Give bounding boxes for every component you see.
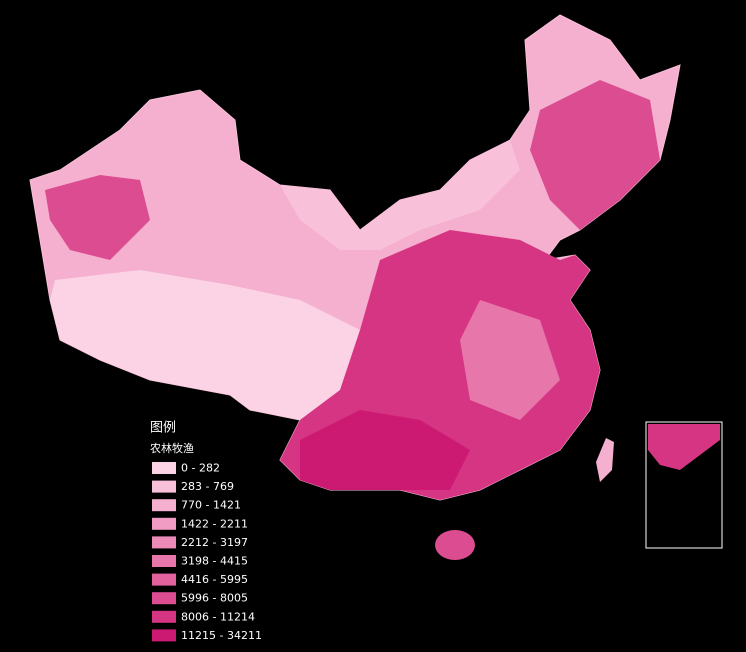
legend-swatch [152,592,176,605]
region-central-light [460,300,560,420]
legend-label: 0 - 282 [181,462,220,475]
legend-label: 770 - 1421 [181,499,241,512]
inset-land [648,424,720,470]
legend-label: 283 - 769 [181,480,234,493]
legend-swatch [152,499,176,512]
legend-swatch [152,462,176,474]
legend-label: 2212 - 3197 [181,536,248,549]
legend-title: 图例 [150,421,176,436]
legend-label: 11215 - 34211 [181,629,262,642]
map-shapes [29,14,723,560]
legend-swatch [152,480,176,493]
region-xinjiang-dark [45,175,150,260]
legend-items: 0 - 282 283 - 769 770 - 1421 1422 - 2211 221… [152,462,262,642]
legend-label: 5996 - 8005 [181,592,248,605]
legend-swatch [152,610,176,623]
legend-swatch [152,536,176,549]
hainan [435,530,475,560]
legend-swatch [152,629,176,642]
region-tibet [50,270,360,420]
legend-label: 8006 - 11214 [181,610,255,623]
region-south-dark [300,410,470,490]
region-inner-mongolia [280,140,520,250]
legend-subtitle: 农林牧渔 [150,441,194,455]
legend-swatch [152,573,176,586]
region-northeast [530,80,660,230]
legend-label: 3198 - 4415 [181,555,248,568]
legend-label: 4416 - 5995 [181,573,248,586]
legend-swatch [152,555,176,567]
inset-frame [645,421,723,549]
taiwan [596,438,614,482]
legend-label: 1422 - 2211 [181,517,248,530]
legend-swatch [152,517,176,530]
